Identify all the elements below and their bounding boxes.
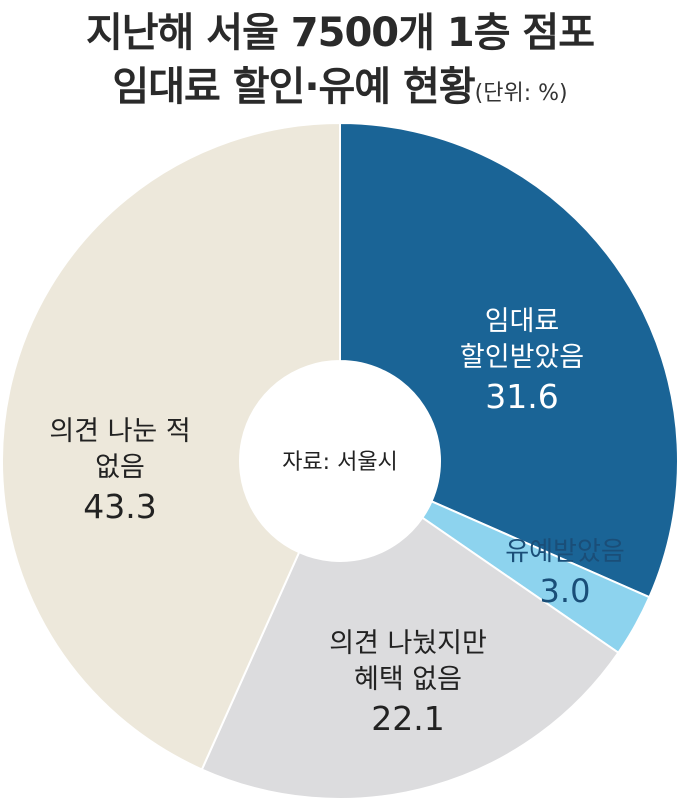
slice-value-1: 31.6 (485, 377, 558, 416)
slice-label-1-line-2: 할인받았음 (460, 342, 584, 373)
chart-title: 지난해 서울 7500개 1층 점포 임대료 할인·유예 현황(단위: %) (0, 6, 680, 121)
slice-label-group-2: 유예받았음 3.0 (505, 537, 625, 610)
slice-label-3-line-1: 의견 나눴지만 (329, 628, 487, 659)
pie-slice-1 (339, 121, 679, 599)
center-source-label: 자료: 서울시 (282, 450, 398, 475)
unit-label: (단위: %) (474, 81, 568, 106)
pie-slice-3 (200, 516, 620, 800)
slice-label-1-line-1: 임대료 (485, 306, 560, 337)
slice-label-4-line-1: 의견 나눈 적 (49, 416, 190, 447)
slice-value-4: 43.3 (83, 487, 156, 526)
slice-label-group-4: 의견 나눈 적없음 43.3 (49, 416, 190, 526)
slice-value-2: 3.0 (540, 572, 591, 610)
slice-label-3-line-2: 혜택 없음 (354, 664, 462, 695)
slice-label-4-line-2: 없음 (95, 452, 145, 483)
title-line-2-text: 임대료 할인·유예 현황 (112, 64, 475, 110)
slice-label-2-line-1: 유예받았음 (505, 537, 625, 567)
slice-value-3: 22.1 (371, 699, 444, 738)
title-line-1: 지난해 서울 7500개 1층 점포 (85, 10, 595, 56)
title-line-2: 임대료 할인·유예 현황(단위: %) (0, 60, 680, 121)
pie-slice-4 (1, 121, 341, 771)
